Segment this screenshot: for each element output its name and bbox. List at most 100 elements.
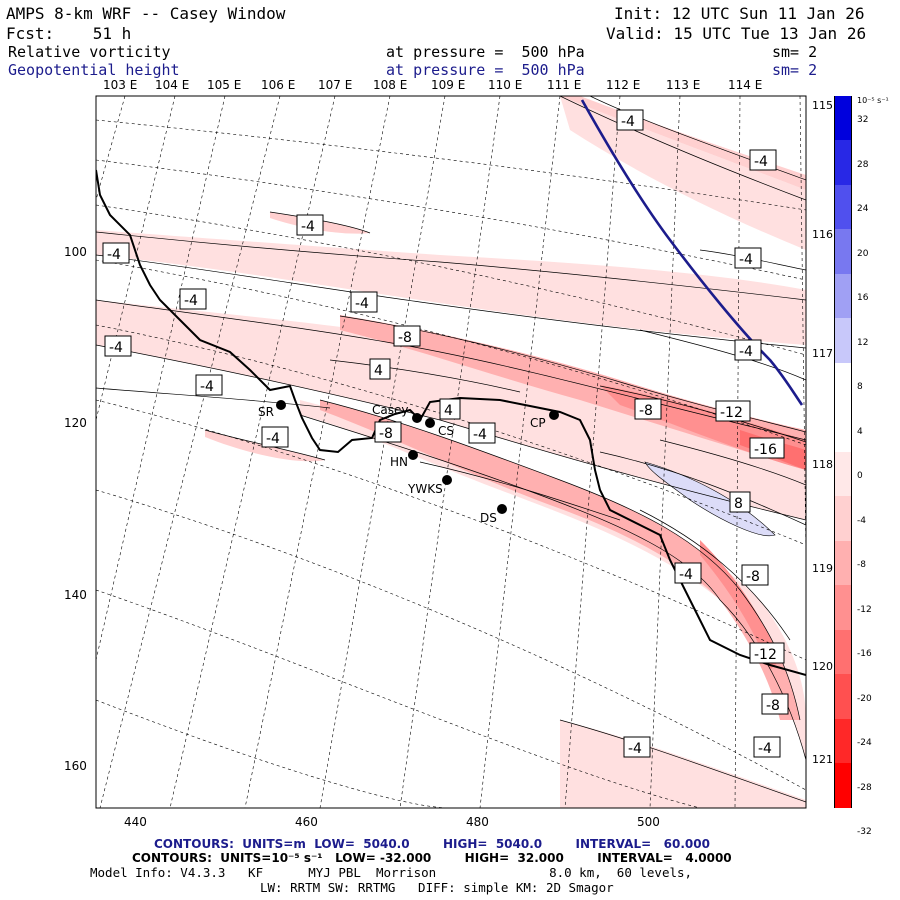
colorbar-swatch	[835, 185, 851, 229]
contour-label: -8	[393, 325, 421, 347]
lon-label-top: 105 E	[207, 78, 242, 92]
colorbar	[834, 96, 852, 808]
lon-label-top: 109 E	[431, 78, 466, 92]
svg-text:-8: -8	[766, 698, 780, 714]
station-label: HN	[390, 455, 408, 469]
geopotential-height-5040	[580, 99, 804, 406]
svg-text:8: 8	[734, 496, 743, 512]
contour-label: -4	[734, 247, 762, 269]
colorbar-swatch	[835, 274, 851, 318]
contour-label: -4	[674, 562, 702, 584]
colorbar-label: -4	[857, 515, 866, 526]
contour-label: 4	[439, 398, 461, 420]
lon-label-top: 114 E	[728, 78, 763, 92]
contour-label: -8	[634, 398, 662, 420]
lon-label-top: 111 E	[547, 78, 582, 92]
station-marker	[412, 413, 422, 423]
svg-text:-4: -4	[200, 379, 214, 395]
y-tick: 160	[64, 759, 87, 773]
colorbar-label: 16	[857, 293, 869, 304]
svg-text:-12: -12	[754, 647, 777, 663]
contour-label: -4	[195, 374, 223, 396]
colorbar-swatch	[835, 229, 851, 274]
station-label: CP	[530, 416, 546, 430]
footer-height-contours: CONTOURS: UNITS=m LOW= 5040.0 HIGH= 5040…	[154, 837, 710, 851]
x-tick: 500	[637, 815, 660, 829]
station-label: DS	[480, 511, 497, 525]
svg-text:-4: -4	[473, 427, 487, 443]
svg-text:-8: -8	[639, 403, 653, 419]
contour-label: -4	[102, 242, 130, 264]
field-2-name: Geopotential height	[8, 61, 180, 79]
station-label: CS	[438, 424, 454, 438]
svg-text:4: 4	[444, 403, 453, 419]
svg-text:-4: -4	[301, 219, 315, 235]
field-2-smooth: sm= 2	[772, 61, 818, 79]
svg-text:-4: -4	[109, 340, 123, 356]
colorbar-label: -16	[857, 649, 872, 660]
x-tick: 440	[124, 815, 147, 829]
station-marker	[425, 418, 435, 428]
lon-label-top: 106 E	[261, 78, 296, 92]
colorbar-label: -8	[857, 560, 866, 571]
svg-text:-4: -4	[107, 247, 121, 263]
colorbar-swatch	[835, 719, 851, 763]
svg-text:-8: -8	[398, 330, 412, 346]
svg-text:-4: -4	[754, 154, 768, 170]
valid-time: Valid: 15 UTC Tue 13 Jan 26	[606, 24, 867, 43]
svg-text:-4: -4	[628, 741, 642, 757]
vort-band-lower-12	[700, 540, 780, 670]
colorbar-swatch	[835, 541, 851, 585]
station-marker	[408, 450, 418, 460]
contour-label: -12	[715, 400, 751, 422]
vorticity-contours	[96, 96, 806, 803]
colorbar-label: 0	[857, 471, 863, 482]
svg-text:-4: -4	[739, 344, 753, 360]
svg-text:-8: -8	[379, 426, 393, 442]
vort-band-positive	[644, 461, 776, 537]
forecast-hour: Fcst: 51 h	[6, 24, 132, 43]
lon-label-top: 103 E	[103, 78, 138, 92]
colorbar-label: 8	[857, 382, 863, 393]
contour-label: -4	[623, 736, 651, 758]
contour-label: -8	[761, 693, 789, 715]
stations: SR Casey CS HN YWKS DS CP	[258, 400, 559, 525]
colorbar-label: -32	[857, 827, 872, 838]
parallels	[96, 119, 806, 808]
svg-text:-4: -4	[266, 431, 280, 447]
contour-label: -12	[749, 642, 785, 664]
lon-label-top: 110 E	[488, 78, 523, 92]
lon-label-top: 107 E	[318, 78, 353, 92]
footer-model-info: Model Info: V4.3.3 KF MYJ PBL Morrison 8…	[90, 865, 693, 880]
station-label: YWKS	[407, 482, 443, 496]
y-tick: 120	[64, 416, 87, 430]
colorbar-swatch	[835, 96, 851, 140]
lon-label-top: 112 E	[606, 78, 641, 92]
footer-vorticity-contours: CONTOURS: UNITS=10⁻⁵ s⁻¹ LOW= -32.000 HI…	[132, 851, 732, 865]
contour-label: -4	[296, 214, 324, 236]
colorbar-swatch	[835, 585, 851, 630]
colorbar-swatch	[835, 452, 851, 496]
contour-label: -8	[741, 564, 769, 586]
contour-label: -4	[179, 288, 207, 310]
contour-label: -4	[616, 109, 644, 131]
y-tick: 100	[64, 245, 87, 259]
contour-label: -4	[734, 339, 762, 361]
coastline	[96, 169, 806, 676]
svg-text:4: 4	[374, 363, 383, 379]
svg-text:-4: -4	[679, 567, 693, 583]
contour-label: -4	[350, 291, 378, 313]
colorbar-label: 4	[857, 426, 863, 437]
vort-band-bottom	[560, 720, 806, 808]
colorbar-swatch	[835, 496, 851, 541]
field-1-smooth: sm= 2	[772, 43, 818, 61]
colorbar-swatch	[835, 318, 851, 363]
vort-band-top-right	[560, 96, 806, 250]
svg-text:-12: -12	[720, 405, 743, 421]
init-time: Init: 12 UTC Sun 11 Jan 26	[614, 4, 865, 23]
colorbar-swatch	[835, 407, 851, 452]
field-1-name: Relative vorticity	[8, 43, 171, 61]
vort-band-lower-8	[320, 400, 800, 720]
field-1-level: at pressure = 500 hPa	[386, 43, 585, 61]
contour-label: -8	[374, 421, 402, 443]
